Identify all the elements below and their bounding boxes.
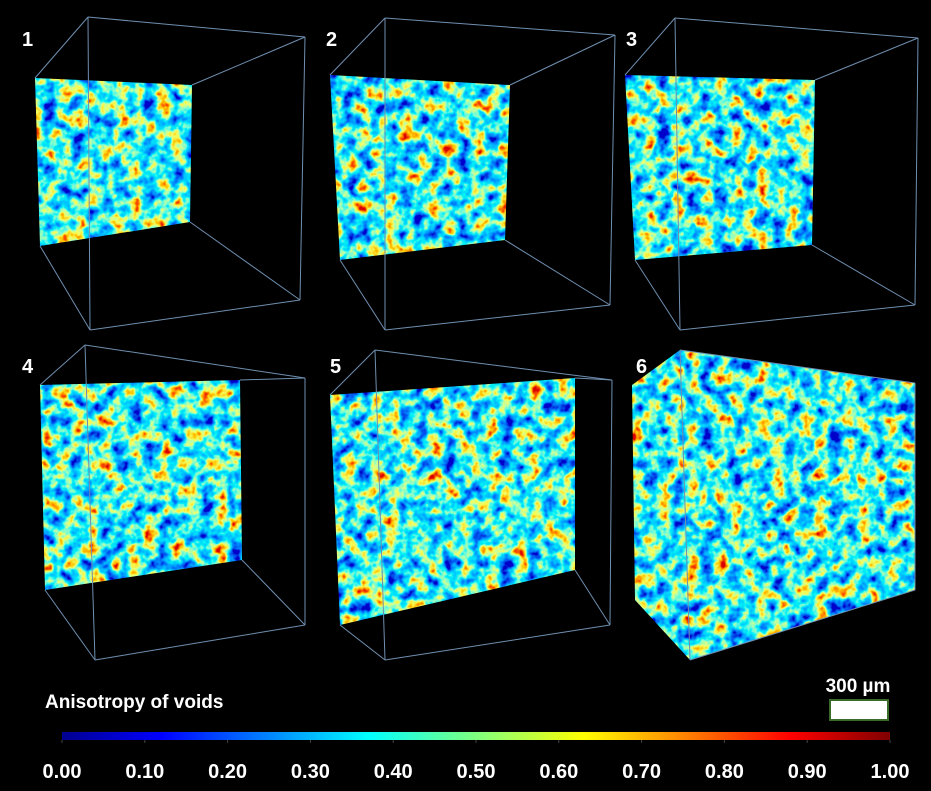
- panel-label: 2: [326, 29, 337, 51]
- box-edge: [40, 345, 85, 385]
- panel-label: 4: [22, 356, 34, 378]
- tick-label: 1.00: [871, 761, 910, 783]
- panel: 4: [22, 345, 305, 660]
- volume-rendering: [40, 380, 242, 590]
- box-edge: [192, 37, 305, 85]
- panel: 2: [326, 18, 615, 330]
- tick-label: 0.90: [788, 761, 827, 783]
- tick-label: 0.10: [125, 761, 164, 783]
- figure: 123456 Anisotropy of voids 300 µm 0.000.…: [0, 0, 931, 791]
- colorbar-ticks: 0.00 0.10 0.20 0.30 0.40 0.50 0.60 0.70 0.80 0.90…: [43, 740, 910, 783]
- box-edge: [385, 18, 615, 35]
- box-edge: [35, 17, 88, 78]
- colorbar: [62, 732, 890, 740]
- panel-label: 6: [636, 356, 647, 378]
- panel: 3: [625, 18, 918, 330]
- volume-rendering: [330, 75, 510, 260]
- tick-label: 0.50: [457, 761, 496, 783]
- box-edge: [45, 590, 95, 660]
- box-edge: [610, 35, 615, 305]
- box-edge: [242, 560, 305, 625]
- box-edge: [915, 38, 918, 305]
- panel: 1: [22, 17, 305, 330]
- box-edge: [95, 625, 305, 660]
- panel-label: 1: [22, 29, 33, 51]
- box-edge: [575, 570, 610, 625]
- box-edge: [385, 625, 610, 660]
- box-edge: [240, 378, 305, 380]
- scale-bar: [830, 700, 888, 720]
- volume-rendering: [625, 75, 815, 260]
- box-edge: [675, 18, 918, 38]
- scale-bar-label: 300 µm: [826, 676, 891, 697]
- box-edge: [340, 260, 385, 330]
- box-edge: [330, 18, 385, 75]
- tick-label: 0.30: [291, 761, 330, 783]
- box-edge: [510, 35, 615, 85]
- box-edge: [190, 222, 300, 300]
- box-edge: [815, 38, 918, 80]
- panels: 1 2 3 4 5 6: [22, 17, 918, 660]
- volume-rendering: [35, 78, 192, 246]
- box-edge: [812, 245, 915, 305]
- box-edge: [385, 305, 610, 330]
- box-edge: [88, 17, 305, 37]
- tick-label: 0.00: [43, 761, 82, 783]
- panel: 6: [632, 350, 915, 660]
- volume-rendering: [632, 350, 915, 660]
- tick-label: 0.20: [208, 761, 247, 783]
- box-edge: [680, 305, 915, 330]
- tick-label: 0.70: [622, 761, 661, 783]
- box-edge: [610, 380, 612, 625]
- tick-label: 0.80: [705, 761, 744, 783]
- box-edge: [635, 260, 680, 330]
- box-edge: [375, 350, 612, 380]
- box-edge: [40, 246, 90, 330]
- colorbar-title: Anisotropy of voids: [45, 692, 223, 713]
- box-edge: [300, 37, 305, 300]
- box-edge: [85, 345, 305, 378]
- box-edge: [505, 240, 610, 305]
- panel-label: 5: [330, 356, 341, 378]
- tick-label: 0.60: [539, 761, 578, 783]
- box-edge: [90, 300, 300, 330]
- tick-label: 0.40: [374, 761, 413, 783]
- volume-rendering: [330, 378, 575, 625]
- box-edge: [340, 625, 385, 660]
- panel-label: 3: [626, 29, 637, 51]
- panel: 5: [330, 350, 612, 660]
